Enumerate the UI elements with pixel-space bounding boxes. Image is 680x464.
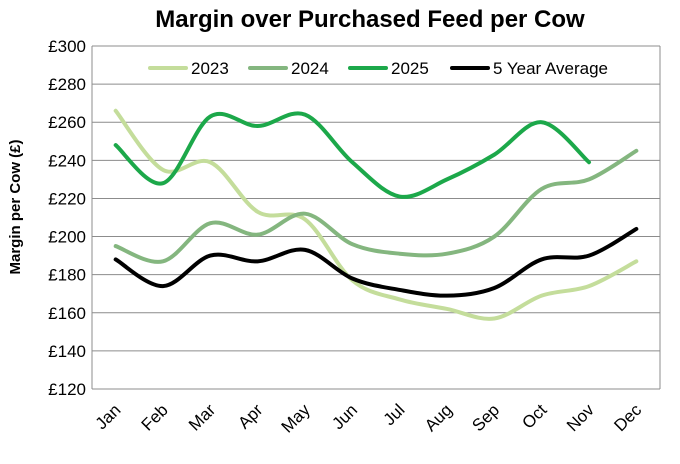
data-point-2024: [445, 252, 449, 256]
data-point-5-year-average: [114, 257, 118, 261]
data-point-2023: [492, 316, 496, 320]
x-tick-label: Aug: [421, 400, 456, 435]
legend-label: 2025: [391, 59, 429, 78]
x-tick-label: Jun: [328, 400, 361, 433]
data-point-2025: [256, 124, 260, 128]
data-point-2024: [492, 235, 496, 239]
data-point-2023: [587, 284, 591, 288]
data-point-2023: [256, 210, 260, 214]
x-tick-label: Jul: [380, 400, 409, 429]
data-point-2025: [492, 153, 496, 157]
data-point-2024: [161, 259, 165, 263]
data-point-2025: [398, 195, 402, 199]
series-group: [113, 108, 639, 321]
data-point-2024: [634, 149, 638, 153]
x-tick-label: Oct: [518, 400, 550, 432]
data-point-2025: [540, 120, 544, 124]
data-point-2024: [303, 212, 307, 216]
data-point-2024: [114, 244, 118, 248]
data-point-2023: [398, 297, 402, 301]
data-point-2023: [540, 294, 544, 298]
gridlines: [91, 45, 661, 390]
y-tick-label: £180: [48, 266, 86, 285]
y-axis-ticks: £120 £140 £160 £180 £200 £220 £240 £260 £280 £300: [48, 37, 86, 399]
data-point-2023: [208, 160, 212, 164]
data-point-2025: [350, 160, 354, 164]
data-point-2023: [634, 259, 638, 263]
x-tick-label: Mar: [185, 400, 219, 434]
legend: 2023 2024 2025 5 Year Average: [148, 59, 608, 78]
series-line-2024: [113, 148, 639, 264]
data-point-2024: [587, 177, 591, 181]
chart-title: Margin over Purchased Feed per Cow: [155, 6, 585, 33]
x-tick-label: Apr: [234, 400, 266, 432]
data-point-2024: [256, 233, 260, 237]
y-tick-label: £240: [48, 151, 86, 170]
series-line-5-year-average: [113, 226, 639, 298]
data-point-2023: [445, 307, 449, 311]
data-point-2025: [114, 143, 118, 147]
y-tick-label: £120: [48, 380, 86, 399]
data-point-5-year-average: [303, 248, 307, 252]
data-point-5-year-average: [540, 257, 544, 261]
data-point-2023: [303, 217, 307, 221]
data-point-5-year-average: [208, 254, 212, 258]
data-point-2023: [161, 168, 165, 172]
data-point-2025: [208, 115, 212, 119]
y-tick-label: £300: [48, 37, 86, 56]
legend-label: 2024: [291, 59, 329, 78]
data-point-2023: [114, 109, 118, 113]
y-tick-label: £260: [48, 113, 86, 132]
data-point-2025: [587, 160, 591, 164]
data-point-5-year-average: [492, 286, 496, 290]
x-tick-label: Nov: [563, 400, 598, 435]
data-point-2024: [540, 187, 544, 191]
data-point-5-year-average: [445, 294, 449, 298]
y-tick-label: £140: [48, 342, 86, 361]
data-point-5-year-average: [398, 288, 402, 292]
y-tick-label: £280: [48, 75, 86, 94]
y-axis-label: Margin per Cow (£): [7, 139, 24, 274]
data-point-2024: [350, 242, 354, 246]
data-point-2025: [445, 177, 449, 181]
x-tick-label: Dec: [610, 400, 645, 435]
legend-label: 5 Year Average: [493, 59, 608, 78]
data-point-5-year-average: [634, 227, 638, 231]
x-tick-label: Sep: [468, 400, 503, 435]
y-tick-label: £160: [48, 304, 86, 323]
data-point-2024: [208, 221, 212, 225]
x-axis-ticks: Jan Feb Mar Apr May Jun Jul Aug Sep Oct Nov Dec: [92, 400, 646, 437]
y-tick-label: £220: [48, 189, 86, 208]
series-line-2025: [113, 111, 591, 199]
data-point-2025: [161, 181, 165, 185]
data-point-5-year-average: [256, 259, 260, 263]
legend-label: 2023: [191, 59, 229, 78]
x-tick-label: Feb: [138, 400, 172, 434]
data-point-2024: [398, 252, 402, 256]
y-tick-label: £200: [48, 228, 86, 247]
data-point-5-year-average: [350, 276, 354, 280]
x-tick-label: Jan: [92, 400, 125, 433]
series-line-2023: [113, 108, 639, 321]
data-point-2025: [303, 113, 307, 117]
data-point-5-year-average: [161, 284, 165, 288]
data-point-5-year-average: [587, 254, 591, 258]
x-tick-label: May: [278, 400, 314, 436]
